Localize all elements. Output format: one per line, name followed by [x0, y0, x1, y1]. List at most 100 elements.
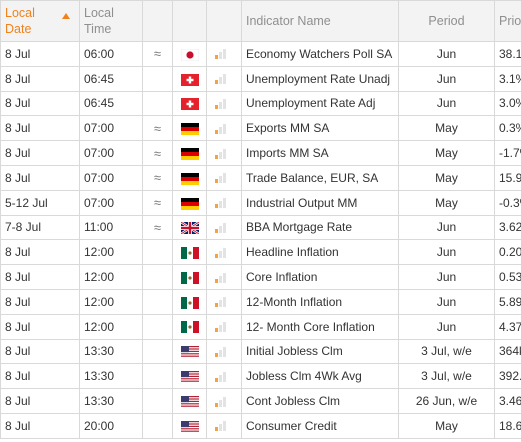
importance-bars-icon	[215, 272, 241, 283]
country-flag	[172, 65, 207, 92]
importance-bars-icon	[215, 346, 241, 357]
table-row[interactable]: 8 Jul 13:30 Cont Jobless Clm 26 Jun, w/e 3.4…	[0, 388, 521, 414]
mexico-flag-icon	[180, 271, 199, 284]
event-period: May	[398, 115, 495, 142]
country-flag	[172, 90, 207, 117]
importance-bars-icon	[215, 420, 241, 432]
country-flag	[172, 140, 207, 166]
header-row: Local Date Local Time Indicator Name Per…	[0, 0, 521, 42]
table-row[interactable]: 8 Jul 13:30 Jobless Clm 4Wk Avg 3 Jul, w/e 3…	[0, 363, 521, 390]
indicator-name[interactable]: Economy Watchers Poll SA	[241, 41, 399, 67]
event-time: 11:00	[79, 214, 143, 241]
indicator-name[interactable]: Industrial Output MM	[241, 189, 399, 216]
approx-time-icon	[142, 388, 173, 414]
indicator-name[interactable]: Jobless Clm 4Wk Avg	[241, 363, 399, 390]
event-date: 8 Jul	[0, 388, 80, 414]
importance-bars-icon	[215, 247, 241, 258]
prior-value: -1.7%	[494, 140, 521, 166]
event-date: 8 Jul	[0, 313, 80, 340]
prior-value: 5.89%	[494, 288, 521, 315]
importance-bars-icon	[215, 98, 241, 109]
importance-indicator	[206, 189, 242, 216]
japan-flag-icon	[180, 48, 199, 61]
country-flag	[172, 164, 207, 191]
event-time: 07:00	[79, 189, 143, 216]
event-date: 8 Jul	[0, 90, 80, 117]
country-flag	[172, 189, 207, 216]
switzerland-flag-icon	[180, 98, 199, 111]
mexico-flag-icon	[180, 296, 199, 309]
event-time: 12:00	[79, 264, 143, 290]
column-header-prior[interactable]: Prior	[494, 0, 521, 42]
switzerland-flag-icon	[180, 73, 199, 86]
event-time: 20:00	[79, 412, 143, 439]
indicator-name[interactable]: 12- Month Core Inflation	[241, 313, 399, 340]
event-period: Jun	[398, 65, 495, 92]
event-period: May	[398, 164, 495, 191]
event-date: 8 Jul	[0, 115, 80, 142]
mexico-flag-icon	[180, 321, 199, 334]
indicator-name[interactable]: Core Inflation	[241, 264, 399, 290]
table-row[interactable]: 8 Jul 12:00 12- Month Core Inflation Jun 4.3…	[0, 313, 521, 340]
usa-flag-icon	[180, 420, 199, 433]
event-date: 8 Jul	[0, 239, 80, 266]
column-header-period[interactable]: Period	[398, 0, 495, 42]
event-date: 5-12 Jul	[0, 189, 80, 216]
prior-value: 15.9B	[494, 164, 521, 191]
usa-flag-icon	[180, 395, 199, 408]
importance-indicator	[206, 264, 242, 290]
indicator-name[interactable]: 12-Month Inflation	[241, 288, 399, 315]
prior-value: 364k	[494, 338, 521, 365]
germany-flag-icon	[180, 147, 199, 160]
usa-flag-icon	[180, 371, 199, 384]
approx-time-icon: ≈	[142, 214, 173, 241]
indicator-name[interactable]: Trade Balance, EUR, SA	[241, 164, 399, 191]
indicator-name[interactable]: BBA Mortgage Rate	[241, 214, 399, 241]
table-row[interactable]: 8 Jul 06:00 ≈ Economy Watchers Poll SA Jun 38…	[0, 41, 521, 67]
approx-time-icon: ≈	[142, 41, 173, 67]
prior-value: 18.61B	[494, 412, 521, 439]
indicator-name[interactable]: Imports MM SA	[241, 140, 399, 166]
importance-bars-icon	[215, 396, 241, 407]
country-flag	[172, 288, 207, 315]
column-header-local-date[interactable]: Local Date	[0, 0, 80, 42]
sort-ascending-icon[interactable]	[62, 13, 70, 19]
table-row[interactable]: 5-12 Jul 07:00 ≈ Industrial Output MM May -0.…	[0, 189, 521, 216]
indicator-name[interactable]: Cont Jobless Clm	[241, 388, 399, 414]
indicator-name[interactable]: Unemployment Rate Unadj	[241, 65, 399, 92]
approx-time-icon	[142, 363, 173, 390]
event-time: 12:00	[79, 313, 143, 340]
importance-indicator	[206, 239, 242, 266]
prior-value: 392.75k	[494, 363, 521, 390]
event-date: 8 Jul	[0, 140, 80, 166]
indicator-name[interactable]: Consumer Credit	[241, 412, 399, 439]
event-date: 8 Jul	[0, 164, 80, 191]
germany-flag-icon	[180, 172, 199, 185]
table-row[interactable]: 8 Jul 13:30 Initial Jobless Clm 3 Jul, w/e 3…	[0, 338, 521, 365]
importance-indicator	[206, 288, 242, 315]
event-period: Jun	[398, 288, 495, 315]
approx-time-icon	[142, 412, 173, 439]
indicator-name[interactable]: Exports MM SA	[241, 115, 399, 142]
column-header-indicator[interactable]: Indicator Name	[241, 0, 399, 42]
column-header-approx	[142, 0, 173, 42]
indicator-name[interactable]: Unemployment Rate Adj	[241, 90, 399, 117]
event-date: 7-8 Jul	[0, 214, 80, 241]
country-flag	[172, 264, 207, 290]
importance-indicator	[206, 313, 242, 340]
indicator-name[interactable]: Initial Jobless Clm	[241, 338, 399, 365]
column-header-country	[172, 0, 207, 42]
prior-value: 0.3%	[494, 115, 521, 142]
column-header-local-time[interactable]: Local Time	[79, 0, 143, 42]
indicator-name[interactable]: Headline Inflation	[241, 239, 399, 266]
